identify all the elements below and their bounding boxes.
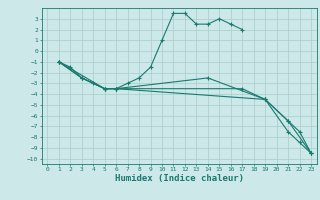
X-axis label: Humidex (Indice chaleur): Humidex (Indice chaleur)	[115, 174, 244, 183]
